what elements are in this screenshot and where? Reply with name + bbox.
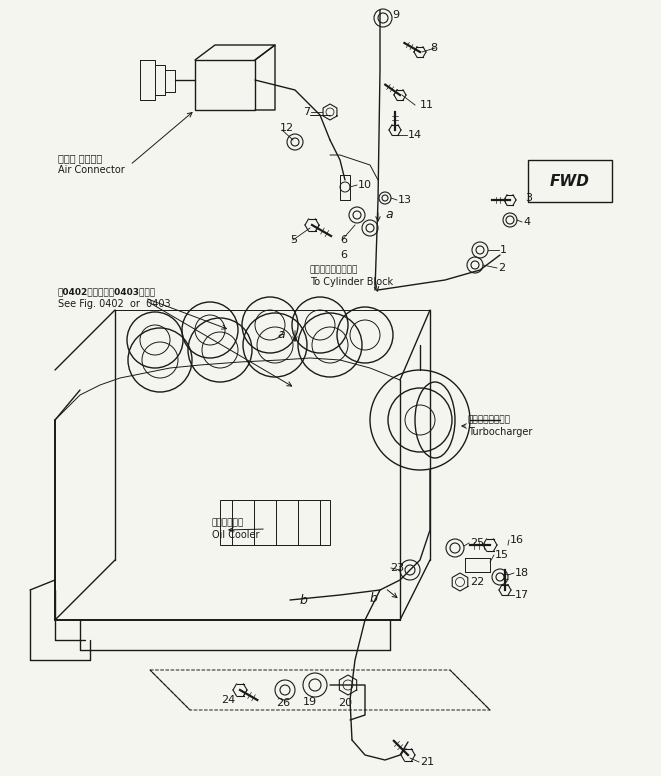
Text: b: b bbox=[370, 591, 378, 605]
Text: 3: 3 bbox=[525, 193, 532, 203]
Text: 6: 6 bbox=[340, 250, 347, 260]
Text: To Cylinder Block: To Cylinder Block bbox=[310, 277, 393, 287]
Text: 1: 1 bbox=[500, 245, 507, 255]
Text: 23: 23 bbox=[390, 563, 404, 573]
Bar bbox=[195, 60, 255, 110]
Text: 15: 15 bbox=[495, 550, 509, 560]
Text: Oil Cooler: Oil Cooler bbox=[212, 530, 260, 540]
Text: 2: 2 bbox=[498, 263, 505, 273]
Text: オイルクーラ: オイルクーラ bbox=[212, 518, 245, 528]
Text: 6: 6 bbox=[340, 235, 347, 245]
Text: 25: 25 bbox=[470, 538, 484, 548]
Text: 10: 10 bbox=[358, 180, 372, 190]
Text: FWD: FWD bbox=[550, 174, 590, 189]
Text: 26: 26 bbox=[276, 698, 290, 708]
Text: b: b bbox=[300, 594, 308, 607]
Text: 㑻0402図または㑻0403図参照: 㑻0402図または㑻0403図参照 bbox=[58, 287, 156, 296]
Text: 18: 18 bbox=[515, 568, 529, 578]
Text: 11: 11 bbox=[420, 100, 434, 110]
Bar bbox=[220, 500, 330, 545]
Text: 16: 16 bbox=[510, 535, 524, 545]
Text: Air Connector: Air Connector bbox=[58, 165, 125, 175]
Text: 19: 19 bbox=[303, 697, 317, 707]
Text: 24: 24 bbox=[221, 695, 235, 705]
Text: 4: 4 bbox=[523, 217, 530, 227]
Text: Turbocharger: Turbocharger bbox=[468, 427, 532, 437]
Text: 21: 21 bbox=[420, 757, 434, 767]
Text: 12: 12 bbox=[280, 123, 294, 133]
Text: See Fig. 0402  or  0403: See Fig. 0402 or 0403 bbox=[58, 299, 171, 309]
Text: ターボチャージャ: ターボチャージャ bbox=[468, 415, 511, 424]
Text: 17: 17 bbox=[515, 590, 529, 600]
Text: 22: 22 bbox=[470, 577, 485, 587]
Text: 8: 8 bbox=[430, 43, 437, 53]
Text: 14: 14 bbox=[408, 130, 422, 140]
Text: a: a bbox=[278, 328, 285, 341]
Text: エアー コネクタ: エアー コネクタ bbox=[58, 153, 102, 163]
Text: 20: 20 bbox=[338, 698, 352, 708]
Text: 13: 13 bbox=[398, 195, 412, 205]
Text: シリンダブロックへ: シリンダブロックへ bbox=[310, 265, 358, 275]
Text: 9: 9 bbox=[392, 10, 399, 20]
Text: 7: 7 bbox=[303, 107, 310, 117]
Text: 5: 5 bbox=[290, 235, 297, 245]
Text: a: a bbox=[385, 209, 393, 221]
FancyBboxPatch shape bbox=[528, 160, 612, 202]
